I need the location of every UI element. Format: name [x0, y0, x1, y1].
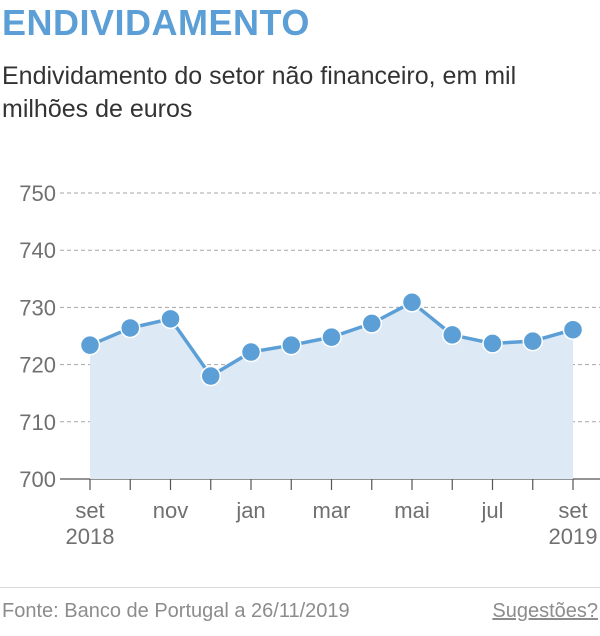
- y-tick-label: 740: [19, 238, 56, 263]
- data-point: [401, 292, 423, 313]
- x-tick-label-year: 2018: [66, 524, 115, 549]
- data-point: [482, 333, 503, 354]
- area-fill: [90, 302, 573, 479]
- x-tick-label: mai: [394, 498, 429, 523]
- data-point: [240, 341, 262, 363]
- data-point: [321, 326, 342, 348]
- x-tick-label: set: [75, 498, 104, 523]
- data-point: [522, 330, 543, 352]
- data-point: [562, 319, 584, 340]
- data-point: [200, 365, 221, 387]
- data-point: [160, 308, 181, 330]
- source-note: Fonte: Banco de Portugal a 26/11/2019: [2, 600, 350, 622]
- x-tick-label: jul: [480, 498, 503, 523]
- x-tick-label: nov: [153, 498, 188, 523]
- x-tick-label: jan: [235, 498, 265, 523]
- y-tick-label: 750: [19, 181, 56, 206]
- data-point: [442, 324, 463, 346]
- y-tick-label: 730: [19, 295, 56, 320]
- data-points: [79, 292, 584, 387]
- x-tick-label-year: 2019: [549, 524, 598, 549]
- data-point: [79, 334, 101, 356]
- chart-title: ENDIVIDAMENTO: [2, 2, 310, 43]
- x-tick-label: mar: [313, 498, 351, 523]
- suggestions-link[interactable]: Sugestões?: [492, 600, 598, 622]
- data-point: [281, 334, 302, 356]
- y-tick-label: 700: [19, 467, 56, 492]
- chart-subtitle: Endividamento do setor não financeiro, e…: [2, 62, 517, 123]
- y-axis-labels: 700 710 720 730 740 750: [19, 181, 56, 492]
- y-tick-label: 720: [19, 353, 56, 378]
- x-tick-label: set: [558, 498, 587, 523]
- footer-divider: [0, 587, 600, 588]
- data-point: [361, 313, 382, 334]
- data-point: [120, 317, 141, 339]
- y-tick-label: 710: [19, 410, 56, 435]
